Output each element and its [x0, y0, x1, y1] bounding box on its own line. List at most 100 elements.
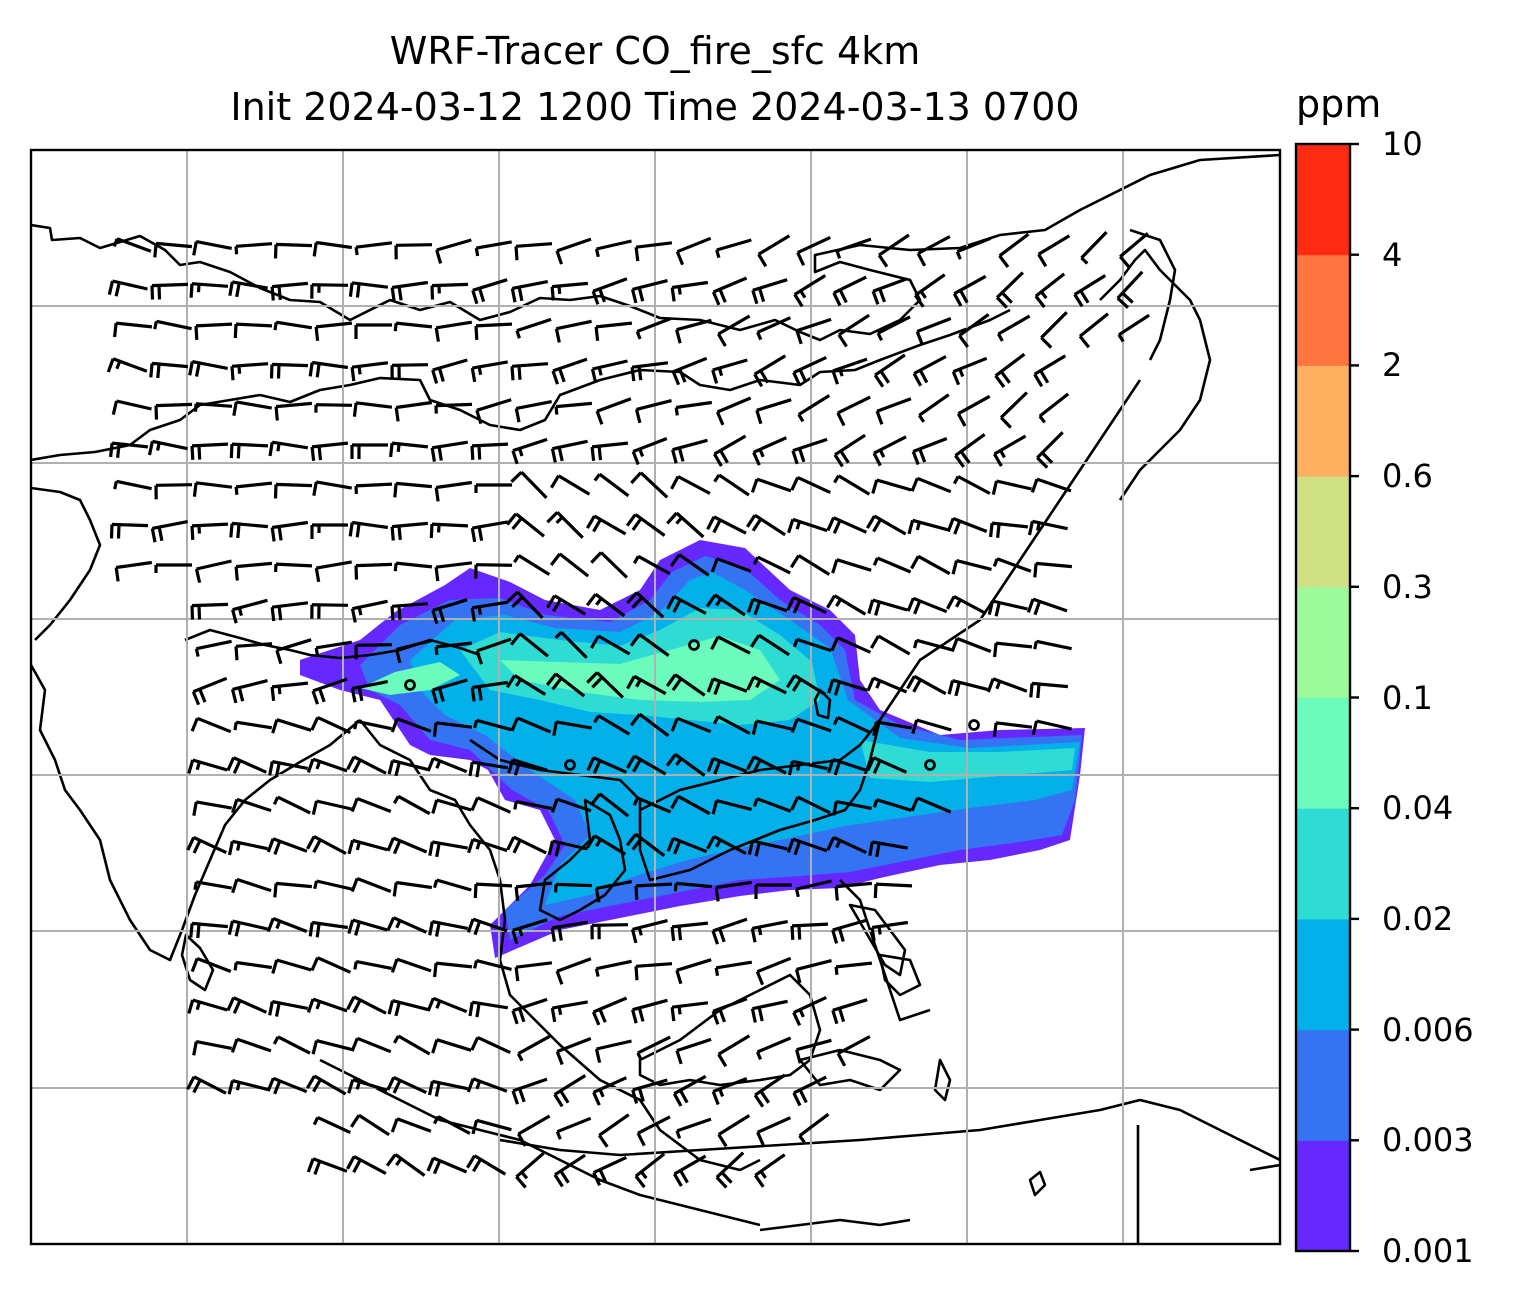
wind-barb: [1027, 519, 1068, 536]
wind-barb: [434, 480, 473, 502]
wind-barb: [753, 1073, 786, 1108]
wind-barb: [670, 716, 712, 734]
wind-barb: [431, 1038, 472, 1054]
wind-barb: [715, 1151, 745, 1189]
wind-barb: [833, 433, 866, 468]
wind-barb: [1031, 719, 1072, 735]
wind-barb: [907, 518, 948, 535]
wind-barb: [431, 798, 472, 814]
wind-barb: [1116, 270, 1144, 309]
wind-barb: [675, 958, 712, 985]
wind-barb: [746, 755, 787, 775]
wind-barb: [752, 555, 791, 575]
wind-barb: [626, 674, 667, 696]
wind-barb: [706, 757, 748, 775]
wind-barb: [393, 794, 431, 816]
wind-barb: [227, 919, 268, 937]
wind-barb: [111, 399, 152, 415]
wind-barb: [634, 962, 673, 981]
wind-barb: [154, 563, 192, 573]
wind-barb: [794, 879, 832, 898]
wind-barb: [468, 1000, 509, 1018]
wind-barb: [308, 360, 349, 378]
wind-barb: [189, 921, 229, 939]
wind-barb: [190, 957, 232, 973]
wind-barb: [911, 437, 948, 466]
wind-barb: [394, 639, 432, 664]
wind-barb: [310, 956, 352, 974]
colorbar-swatch: [1296, 144, 1350, 256]
wind-barb: [546, 511, 584, 539]
wind-barb: [274, 401, 313, 421]
wind-barb: [506, 835, 547, 855]
map-title-line-1: WRF-Tracer CO_fire_sfc 4km: [389, 29, 921, 73]
wind-barb: [755, 1036, 792, 1061]
wind-barb: [1078, 312, 1110, 349]
wind-barb: [994, 352, 1026, 388]
wind-barb: [670, 280, 709, 302]
colorbar-tick-label: 0.02: [1382, 899, 1454, 938]
wind-barb: [875, 397, 912, 425]
wind-barb: [189, 282, 229, 298]
wind-barb: [789, 554, 831, 576]
wind-barb: [831, 357, 868, 385]
wind-barb: [227, 839, 268, 856]
wind-barb: [755, 956, 792, 986]
wind-barb: [546, 594, 587, 616]
wind-barb: [756, 316, 792, 341]
wind-barb: [470, 680, 509, 702]
wind-barb: [109, 522, 149, 539]
wind-barb: [474, 322, 513, 340]
colorbar-tick-label: 0.1: [1382, 678, 1433, 717]
wind-barb: [507, 758, 548, 776]
wind-barb: [270, 281, 309, 301]
wind-barb: [348, 520, 389, 538]
wind-barb: [386, 1075, 427, 1095]
wind-barb: [473, 882, 513, 899]
wind-barb: [594, 239, 632, 258]
wind-barb: [991, 479, 1032, 495]
wind-barb: [505, 674, 547, 696]
wind-barb: [510, 280, 549, 303]
wind-barb: [666, 836, 708, 855]
wind-barb: [310, 283, 349, 299]
wind-barb: [951, 559, 992, 575]
wind-barb: [271, 718, 312, 734]
wind-barb: [715, 396, 752, 426]
wind-barb: [273, 881, 313, 898]
wind-barb: [513, 554, 551, 576]
wind-barb: [752, 436, 788, 466]
wind-barb: [274, 562, 313, 573]
wind-barb: [712, 715, 751, 735]
wind-barb: [1118, 232, 1149, 269]
wind-barb: [595, 397, 632, 425]
wind-barb: [474, 563, 513, 579]
wind-barb: [1038, 392, 1070, 424]
wind-barb: [552, 720, 592, 736]
wind-barb: [466, 1077, 508, 1093]
wind-barb: [272, 1035, 311, 1055]
wind-barb: [350, 443, 388, 459]
wind-barb: [590, 551, 629, 579]
wind-barb: [313, 879, 352, 891]
wind-barb: [513, 800, 553, 810]
wind-barb: [673, 1154, 707, 1187]
wind-barb: [350, 361, 389, 382]
wind-barb: [1029, 681, 1069, 699]
wind-barb: [871, 478, 912, 494]
wind-barb: [992, 721, 1033, 737]
wind-barb: [635, 317, 672, 340]
wind-barb: [354, 482, 393, 494]
wind-barb: [751, 719, 792, 735]
wind-barb: [234, 561, 273, 581]
wind-barb: [432, 1115, 471, 1135]
wind-barb: [837, 313, 870, 348]
wind-barb: [475, 398, 512, 425]
wind-barb: [632, 796, 672, 814]
wind-barb: [873, 882, 913, 899]
wind-barb: [794, 959, 832, 984]
wind-barb: [390, 363, 429, 380]
wind-barb: [472, 718, 512, 732]
wind-barb: [592, 1155, 627, 1186]
wind-barb: [550, 797, 592, 813]
